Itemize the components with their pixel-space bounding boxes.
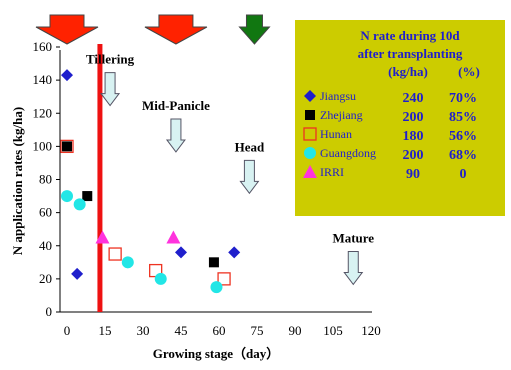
point-circle <box>73 198 86 211</box>
legend-col-kg: (kg/ha) <box>388 64 428 79</box>
point-square <box>82 191 93 202</box>
x-tick-label: 105 <box>323 323 343 338</box>
point-circle <box>210 281 223 294</box>
stage-label: Tillering <box>86 52 135 67</box>
point-circle <box>304 147 316 159</box>
data-points <box>60 69 241 294</box>
x-tick-label: 60 <box>213 323 226 338</box>
legend-kg-value: 200 <box>403 148 424 163</box>
stage-arrow <box>239 159 260 195</box>
point-circle <box>61 190 73 203</box>
y-tick-label: 120 <box>33 105 53 120</box>
legend-series-name: Hunan <box>320 127 352 141</box>
legend-box <box>295 20 505 216</box>
point-triangle <box>303 165 317 178</box>
point-square <box>305 110 315 120</box>
point-open-square <box>217 272 231 286</box>
x-tick-label: 30 <box>137 323 150 338</box>
y-ticks: 0 20 40 60 80 100 120 140 160 <box>33 39 60 319</box>
x-axis-label: Growing stage（day） <box>153 346 280 361</box>
stage-annotations: Tillering Mid-Panicle Head Mature <box>86 52 374 286</box>
stage-arrow-top <box>238 14 271 45</box>
legend-rows: Jiangsu 240 70% Zhejiang 200 85% Hunan 180 56% Gu… <box>303 89 477 182</box>
point-circle <box>121 256 134 269</box>
legend-series-name: Jiangsu <box>320 89 356 103</box>
legend: N rate during 10d after transplanting (k… <box>295 20 505 216</box>
legend-kg-value: 200 <box>403 110 424 125</box>
stage-arrow-top <box>35 14 99 45</box>
stage-label: Mature <box>332 230 374 245</box>
point-square <box>208 257 219 268</box>
legend-title-line1: N rate during 10d <box>360 28 460 43</box>
legend-col-pct: (%) <box>458 64 480 79</box>
legend-series-name: Zhejiang <box>320 108 363 122</box>
x-tick-label: 75 <box>251 323 264 338</box>
legend-pct-value: 0 <box>460 167 467 182</box>
x-tick-label: 120 <box>361 323 381 338</box>
y-tick-label: 20 <box>39 271 52 286</box>
stage-arrow <box>343 250 364 286</box>
x-tick-label: 0 <box>64 323 71 338</box>
x-tick-label: 90 <box>289 323 302 338</box>
point-diamond <box>175 246 187 259</box>
point-open-square <box>303 127 317 141</box>
y-axis-label: N application rates (kg/ha) <box>10 107 25 255</box>
point-diamond <box>71 267 84 280</box>
legend-series-name: IRRI <box>320 165 344 179</box>
x-ticks: 0 15 30 45 60 75 90 105 120 <box>64 323 381 338</box>
stage-arrow-top <box>144 14 208 45</box>
y-tick-label: 0 <box>46 304 53 319</box>
y-tick-label: 60 <box>39 205 52 220</box>
y-tick-label: 140 <box>33 72 53 87</box>
top-arrows <box>35 14 271 45</box>
point-diamond <box>304 90 316 102</box>
y-tick-label: 80 <box>39 172 52 187</box>
x-tick-label: 45 <box>175 323 188 338</box>
legend-pct-value: 56% <box>449 129 477 144</box>
point-diamond <box>228 246 241 259</box>
stage-arrow <box>165 118 186 153</box>
stage-arrow <box>100 72 121 107</box>
stage-label: Mid-Panicle <box>142 98 210 113</box>
y-tick-label: 100 <box>33 138 53 153</box>
y-tick-label: 160 <box>33 39 53 54</box>
x-tick-label: 15 <box>99 323 112 338</box>
legend-pct-value: 68% <box>449 148 477 163</box>
legend-kg-value: 90 <box>406 167 420 182</box>
stage-label: Head <box>235 139 265 154</box>
point-square <box>62 141 72 152</box>
legend-series-name: Guangdong <box>320 146 376 160</box>
point-triangle <box>166 230 181 244</box>
legend-kg-value: 240 <box>403 91 424 106</box>
legend-title-line2: after transplanting <box>358 46 463 61</box>
legend-pct-value: 70% <box>449 91 477 106</box>
point-open-square <box>60 139 74 154</box>
point-diamond <box>61 69 73 82</box>
legend-pct-value: 85% <box>449 110 477 125</box>
y-tick-label: 40 <box>39 238 52 253</box>
legend-kg-value: 180 <box>403 129 424 144</box>
point-triangle <box>95 230 110 244</box>
point-open-square <box>108 247 122 261</box>
axes <box>59 50 372 313</box>
point-circle <box>154 272 167 285</box>
